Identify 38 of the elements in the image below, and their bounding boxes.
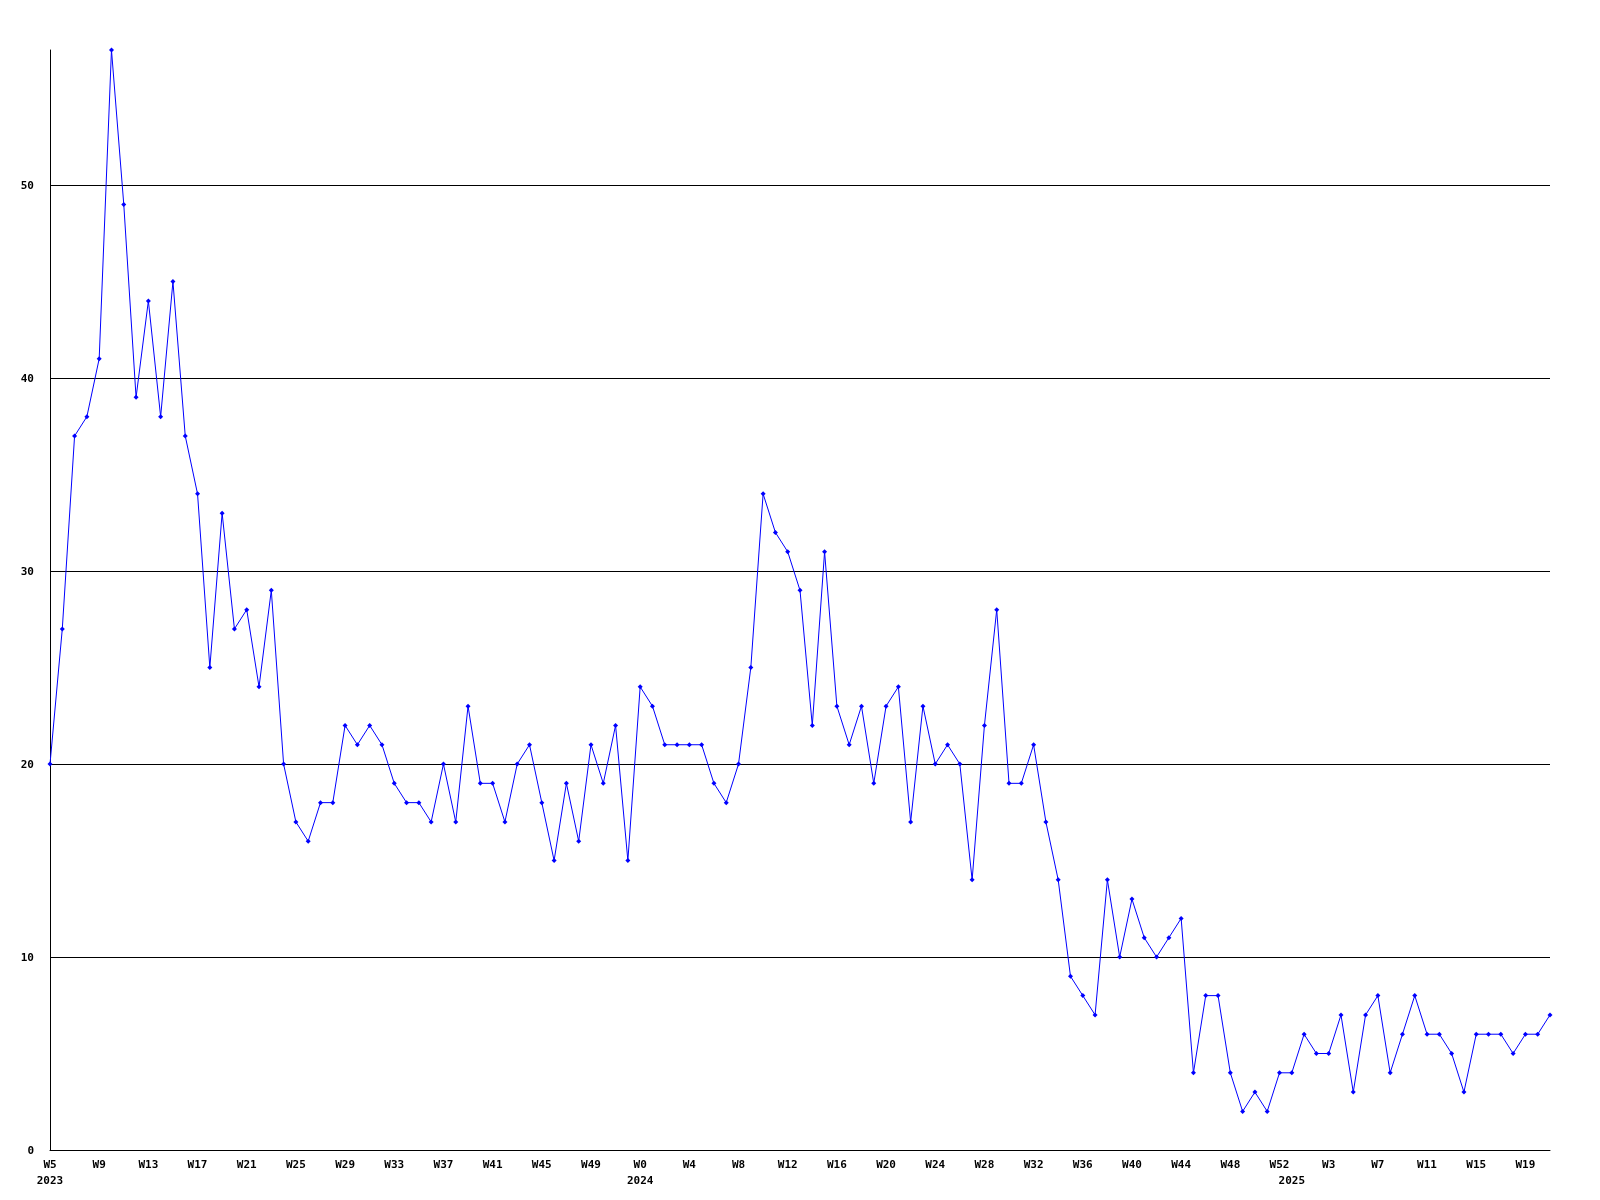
y-tick-label: 30 <box>20 564 34 578</box>
x-tick-label: W15 <box>1466 1157 1487 1171</box>
x-tick-label: W5 2023 <box>36 1157 64 1187</box>
x-tick-label: W11 <box>1417 1157 1438 1171</box>
y-tick-label: 0 <box>27 1143 34 1157</box>
x-tick-label: 2025 <box>1278 1173 1306 1187</box>
x-tick-label: W28 <box>974 1157 995 1171</box>
x-tick-label: W41 <box>482 1157 503 1171</box>
x-tick-label: W12 <box>777 1157 798 1171</box>
x-tick-label: W33 <box>384 1157 405 1171</box>
x-tick-label: W20 <box>876 1157 896 1171</box>
x-tick-label: W21 <box>236 1157 258 1171</box>
y-tick-label: 10 <box>20 950 34 964</box>
x-tick-label: W49 <box>581 1157 601 1171</box>
y-tick-label: 50 <box>20 178 34 192</box>
x-tick-label: W13 <box>138 1157 159 1171</box>
x-tick-label: W7 <box>1371 1157 1385 1171</box>
x-tick-label: W8 <box>731 1157 746 1171</box>
x-tick-label: W52 <box>1269 1157 1290 1171</box>
x-tick-label: W48 <box>1220 1157 1241 1171</box>
x-tick-label: W17 <box>187 1157 208 1171</box>
x-tick-label: W25 <box>285 1157 306 1171</box>
x-tick-label: W9 <box>92 1157 106 1171</box>
x-tick-label: W3 <box>1322 1157 1336 1171</box>
x-tick-label: W0 2024 <box>626 1157 654 1187</box>
x-tick-label: W45 <box>531 1157 552 1171</box>
x-tick-label: W32 <box>1023 1157 1044 1171</box>
x-tick-label: W19 <box>1515 1157 1536 1171</box>
x-tick-label: W37 <box>433 1157 454 1171</box>
y-tick-label: 20 <box>20 757 34 771</box>
x-tick-label: W16 <box>826 1157 848 1171</box>
x-tick-label: W29 <box>335 1157 356 1171</box>
x-tick-label: W4 <box>682 1157 697 1171</box>
x-tick-label: W24 <box>925 1157 946 1171</box>
x-tick-label: W40 <box>1122 1157 1142 1171</box>
x-tick-label: W44 <box>1171 1157 1192 1171</box>
y-tick-label: 40 <box>20 371 34 385</box>
x-tick-label: W36 <box>1072 1157 1094 1171</box>
